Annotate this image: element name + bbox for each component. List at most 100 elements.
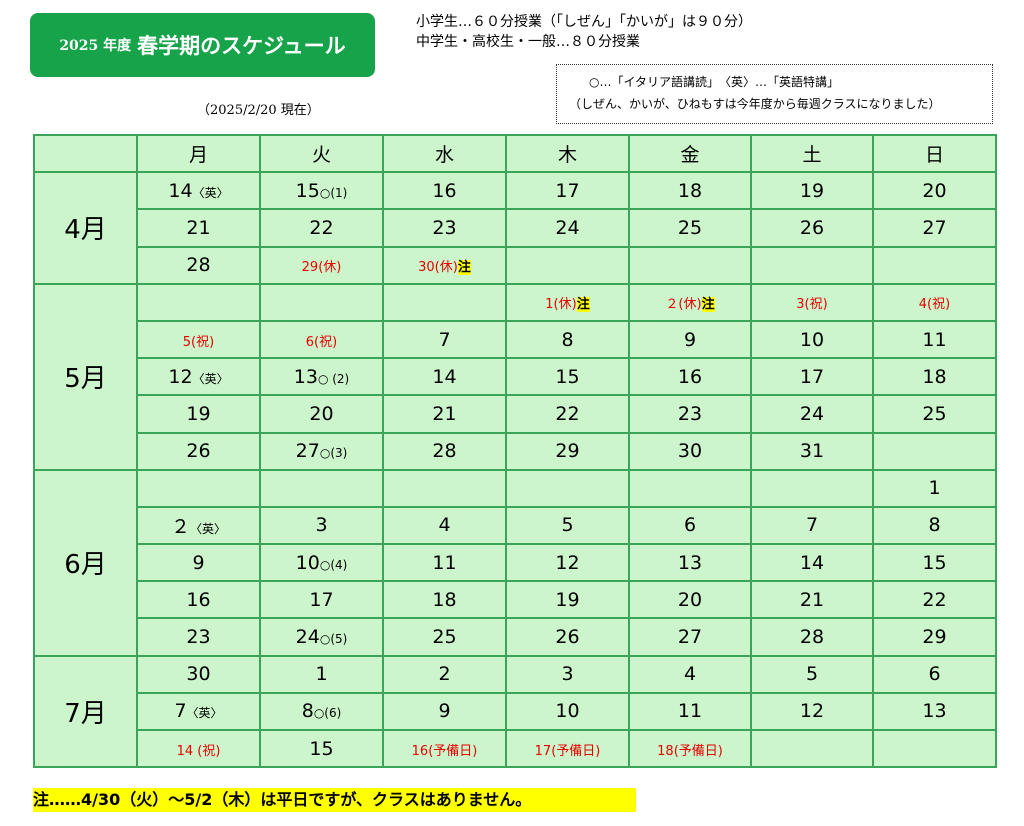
day-number: 23 — [186, 626, 211, 649]
day-number: 5 — [805, 663, 819, 686]
day-cell: 7 — [382, 319, 507, 360]
day-number: 26 — [186, 440, 211, 463]
day-cell — [628, 245, 752, 285]
day-number: 27 — [922, 216, 947, 239]
legend-box: ○…「イタリア語講読」 〈英〉…「英語特講」 （しぜん、かいが、ひねもすは今年度… — [556, 64, 993, 124]
day-number: 18 — [432, 588, 457, 611]
holiday-label: 14 (祝) — [176, 743, 221, 759]
day-cell: 22 — [505, 394, 630, 434]
class-marker: ○(4) — [319, 557, 348, 572]
day-cell: 3(祝) — [750, 282, 874, 322]
week-row: 5(祝) 6(祝) 7 8 9 10 11 — [34, 319, 997, 360]
day-cell: 20 — [259, 394, 384, 434]
day-cell: 6 — [628, 505, 752, 546]
day-cell: 17 — [259, 580, 384, 620]
day-cell: 27 — [872, 208, 997, 248]
day-number: 17 — [309, 588, 334, 611]
day-cell: 7 — [750, 505, 874, 546]
day-number: 25 — [922, 402, 947, 425]
day-cell: 15○(1) — [259, 171, 384, 211]
day-number: 13 — [293, 365, 318, 388]
day-cell: 8 — [505, 319, 630, 360]
day-cell: 12 — [505, 543, 630, 583]
day-number: 23 — [677, 402, 703, 425]
day-cell: 7〈英〉 — [136, 691, 261, 732]
day-cell: 6(祝) — [259, 319, 384, 360]
week-row: 6月 1 — [33, 468, 997, 657]
day-number: 12 — [799, 700, 825, 723]
day-number: 10 — [799, 328, 825, 351]
week-row: 5月 1(休)注 ２(休)注 3(祝) 4(祝) — [33, 282, 997, 471]
holiday-label: 29(休) — [301, 260, 342, 276]
day-number: 20 — [922, 179, 947, 202]
holiday-label: 3(祝) — [796, 297, 828, 313]
day-number: 26 — [555, 626, 580, 649]
day-cell — [382, 282, 507, 322]
day-cell: 15 — [259, 728, 384, 769]
footnote: 注……4/30（火）～5/2（木）は平日ですが、クラスはありません。 — [33, 788, 636, 812]
day-cell: 9 — [382, 691, 507, 732]
day-cell — [259, 282, 384, 322]
day-cell: 16 — [136, 580, 261, 620]
day-cell — [505, 468, 630, 508]
month-label: 6月 — [33, 468, 138, 657]
day-cell: 29(休) — [259, 245, 384, 285]
day-number: 5 — [561, 514, 574, 537]
class-marker: 〈英〉 — [186, 706, 223, 721]
day-number: 10 — [555, 700, 580, 723]
day-number: 9 — [683, 328, 697, 351]
weekday-header: 土 — [750, 133, 874, 174]
week-row: 16 17 18 19 20 21 22 — [34, 580, 997, 620]
weekday-header: 水 — [382, 133, 507, 174]
weekday-header: 月 — [136, 133, 261, 174]
day-cell: 6 — [872, 654, 997, 694]
day-cell: 5(祝) — [136, 319, 261, 360]
week-row: 4月 14〈英〉 15○(1) 16 17 18 19 20 — [33, 171, 997, 285]
day-cell: 30(休)注 — [382, 245, 507, 285]
day-number: 6 — [683, 514, 697, 537]
class-marker: ○(6) — [313, 706, 342, 721]
corner-cell — [33, 133, 138, 174]
day-cell: 26 — [750, 208, 874, 248]
day-cell: 23 — [628, 394, 752, 434]
day-cell: 23 — [136, 617, 261, 657]
info-line-secondary: 中学生・高校生・一般…８０分授業 — [416, 34, 640, 50]
day-cell: 1 — [259, 654, 384, 694]
holiday-label: 4(祝) — [918, 297, 951, 313]
day-cell: 23 — [382, 208, 507, 248]
day-cell: 24 — [505, 208, 630, 248]
day-cell — [628, 468, 752, 508]
day-cell: 4 — [382, 505, 507, 546]
month-label: 7月 — [33, 654, 138, 769]
day-number: 7 — [805, 514, 819, 537]
day-number: 19 — [186, 402, 211, 425]
day-cell: 3 — [505, 654, 630, 694]
day-cell: 31 — [750, 431, 874, 471]
holiday-label: 18(予備日) — [657, 743, 723, 759]
holiday-label: 1(休) — [545, 297, 577, 313]
day-cell: 12〈英〉 — [136, 357, 261, 397]
day-cell: 29 — [505, 431, 630, 471]
day-number: 9 — [438, 700, 451, 723]
day-number: 22 — [922, 588, 947, 611]
day-number: 29 — [922, 626, 947, 649]
day-number: 24 — [799, 402, 825, 425]
day-cell: 29 — [872, 617, 997, 657]
day-number: 1 — [315, 663, 328, 686]
day-cell: 18(予備日) — [628, 728, 752, 769]
day-cell: 11 — [382, 543, 507, 583]
day-cell: 2 — [382, 654, 507, 694]
holiday-label: 5(祝) — [182, 334, 215, 350]
day-number: 19 — [555, 588, 580, 611]
day-number: 14 — [799, 551, 825, 574]
day-cell: 13 — [872, 691, 997, 732]
day-cell: 19 — [505, 580, 630, 620]
day-cell: 25 — [382, 617, 507, 657]
day-number: 14 — [432, 365, 457, 388]
day-cell: 18 — [872, 357, 997, 397]
day-number: 8 — [301, 700, 314, 723]
holiday-label: ２(休) — [665, 297, 702, 313]
weekday-header: 木 — [505, 133, 630, 174]
day-cell: 5 — [505, 505, 630, 546]
day-number: 27 — [295, 440, 320, 463]
